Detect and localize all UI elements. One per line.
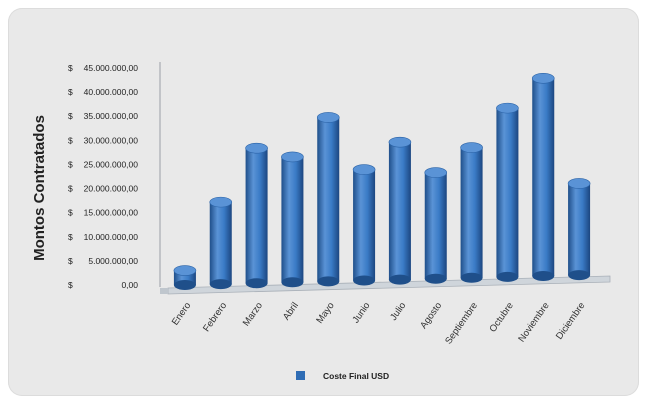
bar [173, 265, 197, 290]
bar-top [567, 178, 591, 189]
bar-base [353, 275, 376, 286]
y-tick-prefix: $ [68, 87, 73, 97]
bar-body [209, 202, 232, 285]
x-tick-label: Octubre [487, 300, 515, 334]
y-tick-label: 20.000.000,00 [84, 184, 139, 194]
x-tick-label: Julio [388, 300, 408, 322]
y-tick-label: 0,00 [121, 280, 138, 290]
y-tick-label: 40.000.000,00 [84, 87, 139, 97]
bar [531, 72, 555, 281]
y-tick-label: 35.000.000,00 [84, 111, 139, 121]
bar-body [245, 148, 268, 284]
y-tick-prefix: $ [68, 256, 73, 266]
bar-top [531, 72, 555, 84]
bar-body [568, 183, 591, 276]
bar-base [245, 278, 268, 289]
bar [209, 196, 233, 290]
bar-body [532, 78, 555, 277]
bar-top [460, 142, 483, 153]
bar-top [209, 196, 233, 208]
y-tick-prefix: $ [68, 63, 73, 73]
bar-body [496, 108, 519, 277]
bar-base [424, 273, 447, 284]
y-tick-label: 15.000.000,00 [84, 208, 139, 218]
y-tick-prefix: $ [68, 208, 73, 218]
bar-base [317, 276, 340, 287]
y-tick-prefix: $ [68, 184, 73, 194]
bar-top [388, 136, 412, 148]
x-tick-label: Septiembre [443, 300, 480, 346]
bar-body [388, 142, 411, 280]
bar-base [281, 277, 304, 288]
bar-base [209, 279, 232, 290]
bar-body [424, 172, 447, 279]
y-tick-label: 45.000.000,00 [84, 63, 139, 73]
x-tick-label: Abril [281, 300, 301, 322]
legend: Coste Final USD [296, 371, 389, 381]
x-tick-label: Marzo [241, 300, 265, 328]
y-tick-prefix: $ [68, 280, 73, 290]
x-tick-label: Febrero [201, 300, 229, 334]
bar [281, 151, 304, 288]
y-axis-title: Montos Contratados [31, 115, 48, 261]
bar-base [496, 271, 519, 282]
x-tick-label: Agosto [418, 300, 444, 331]
bar-base [460, 272, 483, 283]
y-tick-prefix: $ [68, 159, 73, 169]
bar-top [173, 265, 197, 276]
bar-top [245, 142, 268, 154]
bar-body [460, 147, 483, 278]
bar [352, 164, 376, 286]
x-tick-label: Mayo [314, 300, 336, 325]
x-tick-label: Noviembre [516, 300, 551, 344]
bar-base [173, 280, 196, 290]
chart-floor-edge [160, 288, 168, 294]
y-tick-label: 25.000.000,00 [84, 159, 139, 169]
bar [316, 112, 340, 287]
bar-top [352, 164, 376, 175]
x-tick-label: Junio [350, 300, 372, 325]
bar-body [353, 169, 376, 281]
y-tick-prefix: $ [68, 135, 73, 145]
bar-top [424, 167, 448, 178]
y-tick-label: 10.000.000,00 [84, 232, 139, 242]
y-tick-prefix: $ [68, 232, 73, 242]
bar-base [532, 271, 555, 281]
bar [424, 167, 448, 284]
bar [567, 178, 591, 281]
bar [496, 102, 519, 282]
bar [460, 142, 483, 283]
y-tick-prefix: $ [68, 111, 73, 121]
bar [388, 136, 412, 285]
x-tick-label: Enero [170, 300, 194, 327]
bar-top [316, 112, 340, 123]
bar-body [281, 156, 304, 283]
legend-label: Coste Final USD [323, 371, 389, 381]
y-tick-label: 5.000.000,00 [88, 256, 138, 266]
bar-body [317, 117, 340, 282]
y-tick-label: 30.000.000,00 [84, 135, 139, 145]
bar-base [568, 270, 591, 281]
bar-top [281, 151, 304, 163]
x-tick-label: Diciembre [554, 300, 588, 341]
bar [245, 142, 268, 289]
bar-top [496, 102, 519, 114]
bar-base [388, 274, 411, 285]
legend-swatch [296, 371, 305, 380]
